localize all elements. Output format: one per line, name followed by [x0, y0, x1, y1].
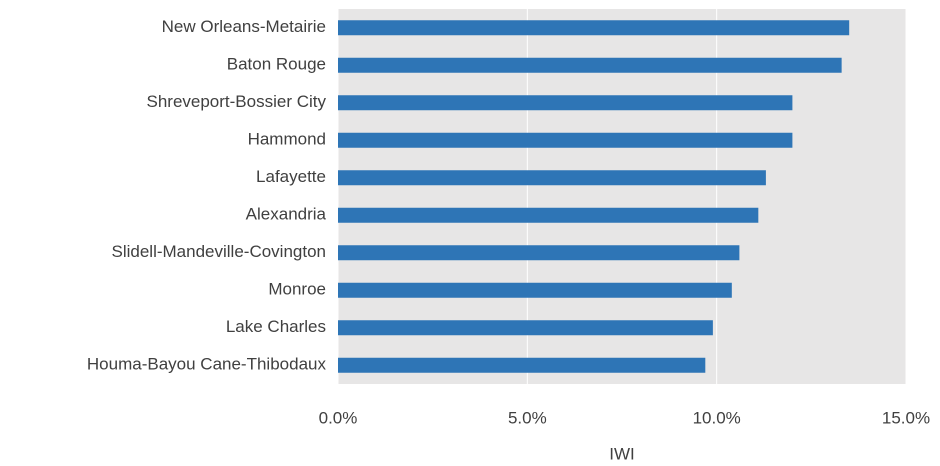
bar — [338, 57, 842, 73]
bar — [338, 357, 706, 373]
y-tick-label: Baton Rouge — [227, 55, 326, 74]
x-axis-title: IWI — [609, 444, 635, 463]
y-tick-label: Hammond — [248, 130, 326, 149]
bar — [338, 170, 766, 186]
y-tick-label: Lake Charles — [226, 317, 326, 336]
x-tick-label: 5.0% — [508, 408, 547, 427]
y-tick-label: Slidell-Mandeville-Covington — [112, 242, 327, 261]
bar — [338, 207, 759, 223]
bar — [338, 132, 793, 148]
y-tick-label: Shreveport-Bossier City — [146, 92, 326, 111]
bar — [338, 282, 732, 298]
y-tick-label: Lafayette — [256, 167, 326, 186]
bar — [338, 245, 740, 261]
y-tick-label: New Orleans-Metairie — [162, 17, 326, 36]
y-tick-label: Monroe — [268, 280, 326, 299]
bar — [338, 95, 793, 111]
bar — [338, 320, 713, 336]
bar — [338, 20, 850, 36]
x-tick-label: 0.0% — [319, 408, 358, 427]
x-tick-label: 15.0% — [882, 408, 930, 427]
x-tick-label: 10.0% — [693, 408, 741, 427]
y-tick-label: Houma-Bayou Cane-Thibodaux — [87, 355, 327, 374]
y-tick-label: Alexandria — [246, 205, 327, 224]
